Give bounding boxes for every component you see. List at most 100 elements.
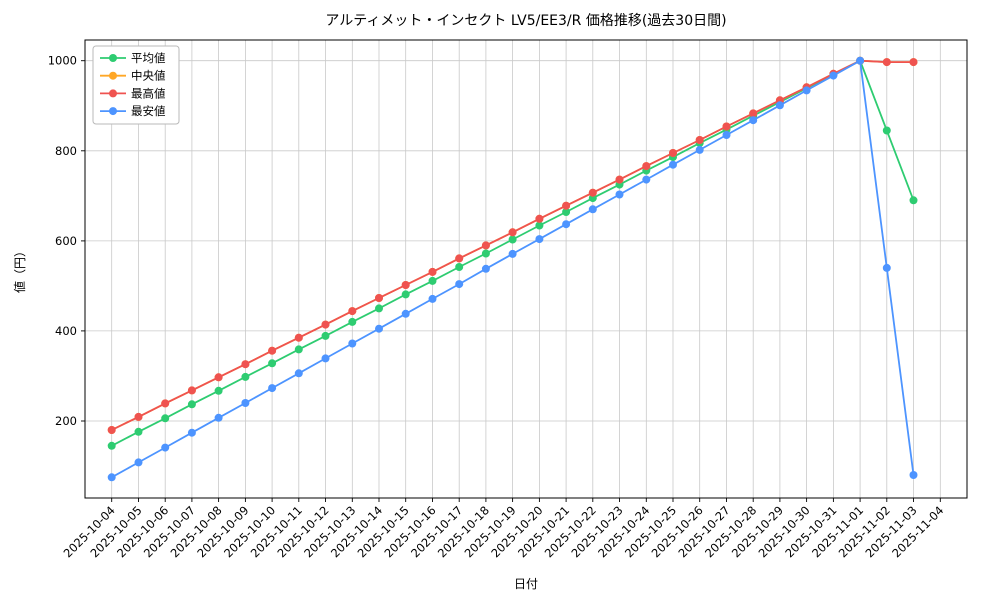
chart-title: アルティメット・インセクト LV5/EE3/R 価格推移(過去30日間): [325, 13, 726, 29]
point-min: [829, 71, 838, 80]
point-max: [535, 214, 544, 223]
point-max: [481, 241, 490, 250]
legend-marker-max: [109, 89, 117, 98]
y-tick-label: 200: [55, 414, 77, 428]
point-average: [187, 400, 196, 409]
point-min: [134, 458, 143, 467]
point-max: [882, 58, 891, 67]
y-tick-label: 800: [55, 144, 77, 158]
point-average: [909, 196, 918, 205]
point-max: [107, 426, 116, 434]
series-max: [107, 56, 918, 434]
point-max: [321, 320, 330, 329]
point-min: [401, 309, 410, 318]
point-min: [669, 160, 677, 169]
point-max: [134, 412, 143, 421]
point-average: [428, 276, 437, 285]
point-average: [321, 331, 330, 340]
point-min: [481, 264, 490, 273]
point-average: [562, 208, 571, 216]
point-min: [749, 116, 758, 125]
legend-label-average: 平均値: [131, 51, 166, 65]
point-max: [909, 58, 918, 67]
y-axis-title: 値（円）: [12, 245, 27, 293]
point-min: [562, 220, 571, 229]
data-series: [107, 56, 918, 482]
grid-lines: [85, 40, 967, 498]
legend-marker-min: [109, 107, 117, 116]
point-max: [187, 386, 196, 395]
x-axis-title: 日付: [514, 577, 538, 591]
point-min: [321, 354, 330, 363]
point-average: [107, 441, 116, 450]
point-min: [802, 86, 811, 95]
point-max: [695, 136, 704, 144]
point-average: [214, 386, 223, 395]
point-max: [669, 149, 677, 157]
point-min: [775, 101, 784, 110]
legend-box: [92, 45, 180, 125]
point-min: [882, 263, 891, 272]
point-min: [268, 384, 277, 393]
point-average: [241, 372, 250, 381]
point-min: [695, 145, 704, 154]
point-min: [455, 280, 464, 289]
point-average: [508, 235, 517, 244]
point-min: [161, 443, 170, 452]
point-min: [107, 473, 116, 482]
point-max: [375, 294, 383, 302]
legend-label-max: 最高値: [131, 86, 166, 100]
point-max: [161, 399, 170, 408]
point-max: [214, 373, 223, 382]
point-min: [294, 369, 303, 378]
point-min: [214, 413, 223, 422]
y-tick-label: 400: [55, 324, 77, 338]
point-min: [348, 339, 357, 348]
point-min: [588, 205, 597, 214]
point-average: [134, 427, 143, 436]
point-average: [375, 304, 383, 313]
point-min: [722, 131, 731, 139]
point-average: [348, 317, 357, 326]
point-min: [241, 399, 250, 407]
point-min: [856, 56, 865, 65]
y-tick-label: 1000: [48, 54, 77, 68]
point-min: [428, 294, 437, 303]
point-max: [241, 360, 250, 369]
point-min: [187, 428, 196, 437]
point-average: [268, 359, 277, 368]
point-min: [615, 190, 624, 199]
point-max: [348, 307, 357, 316]
point-max: [455, 254, 464, 263]
point-max: [428, 267, 437, 276]
series-min: [107, 56, 918, 482]
point-min: [535, 235, 544, 244]
point-max: [722, 122, 731, 131]
point-max: [749, 109, 758, 118]
point-average: [401, 290, 410, 299]
point-max: [508, 228, 517, 237]
point-max: [562, 201, 571, 210]
point-average: [455, 263, 464, 271]
point-max: [268, 346, 277, 355]
point-min: [642, 175, 651, 184]
point-average: [161, 414, 170, 423]
point-average: [882, 126, 891, 135]
axis-ticks: 20040060080010002025-10-042025-10-052025…: [48, 54, 947, 561]
plot-border: [84, 39, 968, 499]
point-min: [508, 249, 517, 258]
point-min: [909, 471, 918, 479]
point-average: [481, 249, 490, 258]
point-max: [401, 281, 410, 289]
point-max: [615, 175, 624, 184]
legend-label-median: 中央値: [131, 69, 166, 83]
y-tick-label: 600: [55, 234, 77, 248]
point-max: [588, 188, 597, 197]
legend-marker-median: [109, 71, 117, 80]
point-min: [375, 324, 383, 333]
legend-label-min: 最安値: [131, 104, 166, 118]
point-average: [535, 221, 544, 230]
